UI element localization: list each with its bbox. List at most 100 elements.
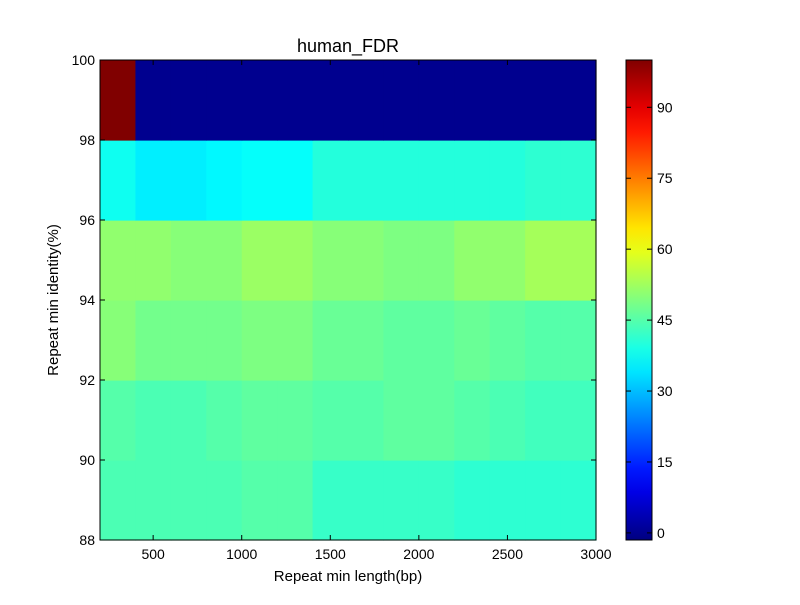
heatmap-cell (348, 460, 385, 541)
heatmap-cell (277, 60, 314, 141)
heatmap-cell (206, 220, 243, 301)
heatmap-cell (383, 60, 420, 141)
heatmap-cells (100, 60, 597, 541)
heatmap-cell (170, 140, 207, 221)
heatmap-cell (135, 460, 172, 541)
heatmap-cell (277, 140, 314, 221)
heatmap-cell (418, 380, 455, 461)
x-axis-label: Repeat min length(bp) (274, 568, 422, 585)
heatmap-cell (100, 300, 137, 381)
chart-title: human_FDR (297, 36, 399, 57)
heatmap-cell (100, 460, 137, 541)
heatmap-cell (241, 380, 278, 461)
heatmap-cell (277, 220, 314, 301)
y-tick-label: 90 (79, 452, 95, 468)
heatmap-cell (560, 60, 597, 141)
heatmap-cell (348, 380, 385, 461)
heatmap-cell (489, 460, 526, 541)
colorbar: 0 15 30 45 60 75 90 (625, 59, 673, 541)
heatmap-cell (454, 300, 491, 381)
heatmap-cell (418, 220, 455, 301)
heatmap-cell (170, 460, 207, 541)
heatmap-cell (525, 220, 562, 301)
heatmap-cell (135, 300, 172, 381)
heatmap-cell (454, 220, 491, 301)
heatmap-cell (312, 300, 349, 381)
heatmap-cell (277, 460, 314, 541)
x-tick-label: 1000 (226, 546, 257, 562)
colorbar-tick-label: 0 (657, 525, 665, 541)
heatmap-cell (525, 140, 562, 221)
colorbar-tick-label: 75 (657, 170, 673, 186)
heatmap-cell (312, 140, 349, 221)
heatmap-cell (454, 60, 491, 141)
colorbar-tick-label: 15 (657, 454, 673, 470)
heatmap-cell (241, 60, 278, 141)
heatmap-cell (312, 460, 349, 541)
heatmap-cell (560, 460, 597, 541)
heatmap-cell (454, 380, 491, 461)
y-tick-label: 96 (79, 212, 95, 228)
heatmap-cell (206, 460, 243, 541)
x-tick-label: 500 (141, 546, 165, 562)
heatmap-cell (489, 380, 526, 461)
colorbar-tick-label: 60 (657, 241, 673, 257)
heatmap-cell (560, 140, 597, 221)
heatmap-cell (100, 380, 137, 461)
heatmap-cell (383, 140, 420, 221)
heatmap-cell (383, 220, 420, 301)
heatmap-cell (348, 60, 385, 141)
heatmap-cell (454, 140, 491, 221)
heatmap-cell (206, 60, 243, 141)
heatmap-cell (312, 60, 349, 141)
heatmap-cell (489, 220, 526, 301)
x-tick-label: 2500 (492, 546, 523, 562)
heatmap-cell (206, 300, 243, 381)
heatmap-cell (525, 300, 562, 381)
heatmap-cell (135, 60, 172, 141)
heatmap-cell (525, 460, 562, 541)
heatmap-cell (418, 460, 455, 541)
heatmap-cell (241, 140, 278, 221)
heatmap-cell (170, 300, 207, 381)
heatmap-cell (418, 60, 455, 141)
heatmap-cell (277, 300, 314, 381)
heatmap-cell (418, 140, 455, 221)
y-tick-label: 92 (79, 372, 95, 388)
heatmap-cell (170, 60, 207, 141)
y-axis-label: Repeat min identity(%) (45, 224, 62, 376)
colorbar-tick-label: 90 (657, 99, 673, 115)
heatmap-cell (100, 60, 137, 141)
heatmap-cell (312, 220, 349, 301)
heatmap-cell (135, 380, 172, 461)
heatmap-cell (241, 300, 278, 381)
heatmap-cell (170, 220, 207, 301)
heatmap-cell (348, 300, 385, 381)
heatmap-cell (100, 220, 137, 301)
colorbar-gradient (625, 59, 653, 541)
heatmap-cell (100, 140, 137, 221)
heatmap-cell (135, 220, 172, 301)
heatmap-cell (206, 380, 243, 461)
heatmap-cell (383, 380, 420, 461)
heatmap-cell (383, 460, 420, 541)
heatmap-cell (241, 220, 278, 301)
y-tick-label: 100 (72, 52, 96, 68)
x-tick-label: 3000 (580, 546, 611, 562)
heatmap-cell (241, 460, 278, 541)
x-tick-label: 1500 (315, 546, 346, 562)
y-tick-label: 98 (79, 132, 95, 148)
colorbar-tick-label: 30 (657, 383, 673, 399)
colorbar-tick-label: 45 (657, 312, 673, 328)
y-tick-label: 88 (79, 532, 95, 548)
heatmap-cell (206, 140, 243, 221)
heatmap-cell (489, 60, 526, 141)
heatmap-cell (525, 60, 562, 141)
heatmap-cell (348, 140, 385, 221)
heatmap-cell (489, 300, 526, 381)
y-axis: 88 90 92 94 96 98 100 (72, 52, 596, 548)
y-tick-label: 94 (79, 292, 95, 308)
heatmap-cell (383, 300, 420, 381)
